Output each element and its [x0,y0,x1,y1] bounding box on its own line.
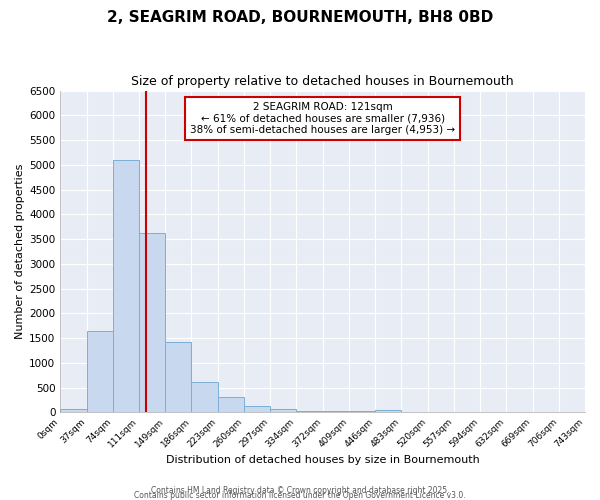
Bar [244,406,270,412]
Text: 2 SEAGRIM ROAD: 121sqm
← 61% of detached houses are smaller (7,936)
38% of semi-: 2 SEAGRIM ROAD: 121sqm ← 61% of detached… [190,102,455,135]
Bar [270,409,296,412]
Text: Contains public sector information licensed under the Open Government Licence v3: Contains public sector information licen… [134,490,466,500]
Title: Size of property relative to detached houses in Bournemouth: Size of property relative to detached ho… [131,75,514,88]
Bar [165,342,191,412]
Bar [86,331,113,412]
Text: 2, SEAGRIM ROAD, BOURNEMOUTH, BH8 0BD: 2, SEAGRIM ROAD, BOURNEMOUTH, BH8 0BD [107,10,493,25]
Bar [191,382,218,412]
Bar [218,397,244,412]
Text: Contains HM Land Registry data © Crown copyright and database right 2025.: Contains HM Land Registry data © Crown c… [151,486,449,495]
Bar [375,410,401,412]
Bar [139,233,165,412]
Y-axis label: Number of detached properties: Number of detached properties [15,164,25,339]
Bar [296,410,323,412]
Bar [113,160,139,412]
Bar [60,409,86,412]
X-axis label: Distribution of detached houses by size in Bournemouth: Distribution of detached houses by size … [166,455,479,465]
